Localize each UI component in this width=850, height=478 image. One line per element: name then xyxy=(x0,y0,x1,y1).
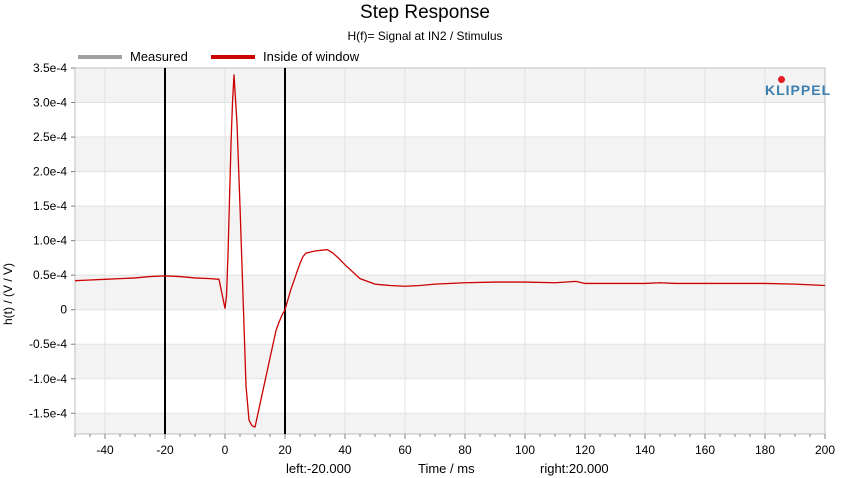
x-tick-label: 60 xyxy=(398,443,412,457)
y-tick-label: 0 xyxy=(60,303,67,317)
series-lines xyxy=(74,74,826,428)
grid-band xyxy=(75,413,825,434)
y-tick-label: 2.5e-4 xyxy=(33,130,67,144)
y-tick-label: 1.0e-4 xyxy=(33,234,67,248)
grid-band xyxy=(75,137,825,172)
x-axis-label: Time / ms xyxy=(418,461,475,476)
x-tick-label: -20 xyxy=(156,443,174,457)
legend-swatch-inside-window xyxy=(211,55,255,59)
y-tick-label: -0.5e-4 xyxy=(29,337,67,351)
grid-band xyxy=(75,309,825,345)
x-tick-label: 80 xyxy=(458,443,472,457)
x-tick-label: 40 xyxy=(338,443,352,457)
y-tick-label: 0.5e-4 xyxy=(33,268,67,282)
y-tick-label: -1.5e-4 xyxy=(29,406,67,420)
legend-label-inside-window: Inside of window xyxy=(263,49,360,64)
y-axis-label: h(t) / (V / V) xyxy=(1,262,15,326)
grid-band xyxy=(75,102,825,138)
x-tick-label: 140 xyxy=(635,443,655,457)
x-tick-label: -40 xyxy=(96,443,114,457)
window-left-label: left:-20.000 xyxy=(286,461,352,476)
window-markers xyxy=(164,68,286,434)
grid-bands xyxy=(75,68,825,434)
window-right-label: right:20.000 xyxy=(540,461,609,476)
x-tick-label: 0 xyxy=(222,443,229,457)
grid-band xyxy=(75,68,825,103)
y-tick-label: 1.5e-4 xyxy=(33,199,67,213)
x-tick-label: 180 xyxy=(755,443,775,457)
y-axis-ticks: 3.5e-4 3.0e-4 2.5e-4 2.0e-4 1.5e-4 1.0e-4 0.5e… xyxy=(29,61,75,420)
chart-subtitle: H(f)= Signal at IN2 / Stimulus xyxy=(347,29,503,43)
x-tick-label: 20 xyxy=(278,443,292,457)
legend-swatch-measured xyxy=(78,55,122,59)
klippel-logo: KLIPPEL xyxy=(765,82,832,98)
y-tick-label: 3.0e-4 xyxy=(33,96,67,110)
x-tick-label: 120 xyxy=(575,443,595,457)
x-axis-ticks: -40 -20 0 20 40 60 80 100 120 140 160 180 200 xyxy=(74,434,835,457)
grid-band xyxy=(75,344,825,379)
x-tick-label: 200 xyxy=(815,443,835,457)
klippel-logo-dot xyxy=(778,76,785,83)
grid-band xyxy=(75,275,825,310)
y-tick-label: 2.0e-4 xyxy=(33,165,67,179)
series-line-inside-window xyxy=(74,74,826,428)
x-tick-label: 160 xyxy=(695,443,715,457)
grid-band xyxy=(75,171,825,207)
x-tick-label: 100 xyxy=(515,443,535,457)
grid-band xyxy=(75,240,825,276)
grid-band xyxy=(75,378,825,414)
chart-title: Step Response xyxy=(360,2,490,23)
y-tick-label: 3.5e-4 xyxy=(33,61,67,75)
grid-band xyxy=(75,206,825,241)
y-tick-label: -1.0e-4 xyxy=(29,372,67,386)
legend-label-measured: Measured xyxy=(130,49,188,64)
